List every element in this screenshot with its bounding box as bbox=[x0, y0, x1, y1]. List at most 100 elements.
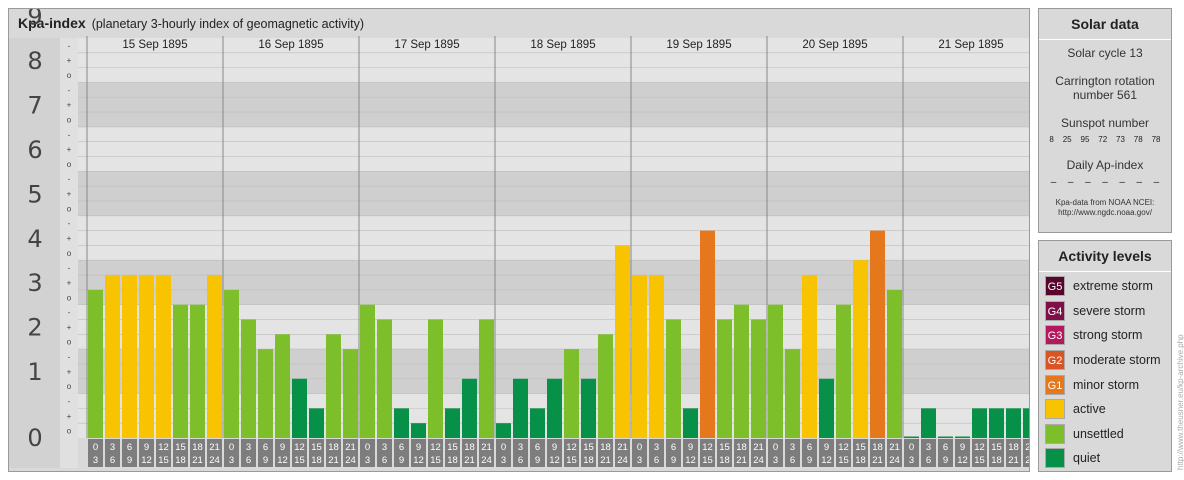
interval-start-label: 6 bbox=[807, 442, 812, 453]
interval-cell bbox=[649, 439, 664, 467]
y-tick-label: 5 bbox=[27, 180, 42, 208]
interval-end-label: 6 bbox=[246, 455, 251, 466]
activity-level-label: severe storm bbox=[1073, 303, 1146, 318]
interval-start-label: 18 bbox=[736, 442, 747, 453]
sub-tick-label: - bbox=[68, 353, 71, 362]
kpa-bar bbox=[360, 304, 375, 438]
activity-level-swatch: G4 bbox=[1045, 300, 1065, 321]
credit-url[interactable]: http://www.theusner.eu/kp-archive.php bbox=[1176, 334, 1184, 470]
sunspot-value: 25 bbox=[1062, 135, 1072, 144]
y-tick-label: 3 bbox=[27, 269, 42, 297]
interval-start-label: 12 bbox=[294, 442, 305, 453]
interval-end-label: 15 bbox=[974, 455, 985, 466]
interval-start-label: 0 bbox=[365, 442, 370, 453]
interval-end-label: 24 bbox=[209, 455, 220, 466]
sub-tick-label: o bbox=[67, 115, 72, 124]
sub-tick-label: o bbox=[67, 338, 72, 347]
interval-cell bbox=[768, 439, 783, 467]
kpa-bar bbox=[564, 349, 579, 438]
interval-cell bbox=[802, 439, 817, 467]
kpa-bar bbox=[309, 408, 324, 438]
interval-cell bbox=[275, 439, 290, 467]
sub-tick-label: + bbox=[67, 234, 72, 243]
interval-cell bbox=[139, 439, 154, 467]
interval-cell bbox=[122, 439, 137, 467]
interval-start-label: 3 bbox=[110, 442, 115, 453]
kpa-bar bbox=[581, 378, 596, 438]
interval-start-label: 3 bbox=[790, 442, 795, 453]
activity-level-item: unsettled bbox=[1039, 422, 1171, 447]
kpa-bar bbox=[139, 275, 154, 438]
y-tick-label: 6 bbox=[27, 136, 42, 164]
interval-start-label: 0 bbox=[909, 442, 914, 453]
day-label: 16 Sep 1895 bbox=[258, 39, 323, 51]
interval-start-label: 9 bbox=[552, 442, 557, 453]
sub-tick-label: - bbox=[68, 41, 71, 50]
activity-levels-title: Activity levels bbox=[1039, 241, 1171, 272]
interval-end-label: 9 bbox=[399, 455, 404, 466]
kpa-bar bbox=[802, 275, 817, 438]
kpa-bar bbox=[819, 378, 834, 438]
sunspot-value: 78 bbox=[1151, 135, 1161, 144]
activity-level-item: G4 severe storm bbox=[1039, 299, 1171, 324]
interval-end-label: 15 bbox=[702, 455, 713, 466]
interval-cell bbox=[921, 439, 936, 467]
sunspot-value: 8 bbox=[1049, 135, 1054, 144]
interval-start-label: 21 bbox=[481, 442, 492, 453]
interval-end-label: 18 bbox=[991, 455, 1002, 466]
kpa-bar bbox=[292, 378, 307, 438]
y-axis-bg bbox=[9, 38, 60, 468]
interval-end-label: 12 bbox=[685, 455, 696, 466]
interval-start-label: 12 bbox=[158, 442, 169, 453]
interval-end-label: 9 bbox=[263, 455, 268, 466]
interval-start-label: 9 bbox=[960, 442, 965, 453]
activity-level-swatch bbox=[1045, 448, 1065, 469]
interval-end-label: 6 bbox=[926, 455, 931, 466]
activity-level-swatch: G1 bbox=[1045, 374, 1065, 395]
interval-end-label: 18 bbox=[175, 455, 186, 466]
interval-cell bbox=[751, 439, 766, 467]
y-tick-label: 8 bbox=[27, 47, 42, 75]
day-label: 18 Sep 1895 bbox=[530, 39, 595, 51]
activity-level-item: G5 extreme storm bbox=[1039, 274, 1171, 299]
sub-tick-label: + bbox=[67, 323, 72, 332]
sunspot-values: 8 25 95 72 73 78 78 bbox=[1039, 135, 1171, 144]
interval-start-label: 9 bbox=[280, 442, 285, 453]
interval-end-label: 12 bbox=[549, 455, 560, 466]
interval-start-label: 9 bbox=[688, 442, 693, 453]
band bbox=[78, 171, 1029, 216]
interval-end-label: 18 bbox=[447, 455, 458, 466]
interval-end-label: 9 bbox=[127, 455, 132, 466]
kpa-bar bbox=[190, 304, 205, 438]
interval-end-label: 21 bbox=[1008, 455, 1019, 466]
interval-end-label: 3 bbox=[365, 455, 370, 466]
y-tick-label: 0 bbox=[27, 424, 42, 452]
kpa-bar bbox=[836, 304, 851, 438]
activity-level-label: extreme storm bbox=[1073, 279, 1153, 294]
interval-cell bbox=[156, 439, 171, 467]
solar-data-title: Solar data bbox=[1039, 9, 1171, 40]
activity-level-label: strong storm bbox=[1073, 328, 1143, 343]
sunspot-value: 73 bbox=[1116, 135, 1125, 144]
kpa-bar bbox=[649, 275, 664, 438]
interval-cell bbox=[581, 439, 596, 467]
ap-values: – – – – – – – bbox=[1039, 177, 1171, 188]
activity-level-item: active bbox=[1039, 397, 1171, 422]
interval-cell bbox=[904, 439, 919, 467]
source-link[interactable]: http://www.ngdc.noaa.gov/ bbox=[1058, 208, 1152, 217]
interval-end-label: 12 bbox=[821, 455, 832, 466]
interval-cell bbox=[717, 439, 732, 467]
interval-cell bbox=[530, 439, 545, 467]
interval-cell bbox=[224, 439, 239, 467]
kpa-bar bbox=[88, 289, 103, 438]
interval-end-label: 21 bbox=[192, 455, 203, 466]
kpa-bar bbox=[513, 378, 528, 438]
interval-cell bbox=[666, 439, 681, 467]
interval-cell bbox=[394, 439, 409, 467]
interval-start-label: 6 bbox=[535, 442, 540, 453]
interval-end-label: 18 bbox=[855, 455, 866, 466]
kpa-bar bbox=[241, 319, 256, 438]
interval-start-label: 3 bbox=[654, 442, 659, 453]
ap-value: – bbox=[1050, 177, 1057, 188]
activity-level-swatch bbox=[1045, 399, 1065, 420]
